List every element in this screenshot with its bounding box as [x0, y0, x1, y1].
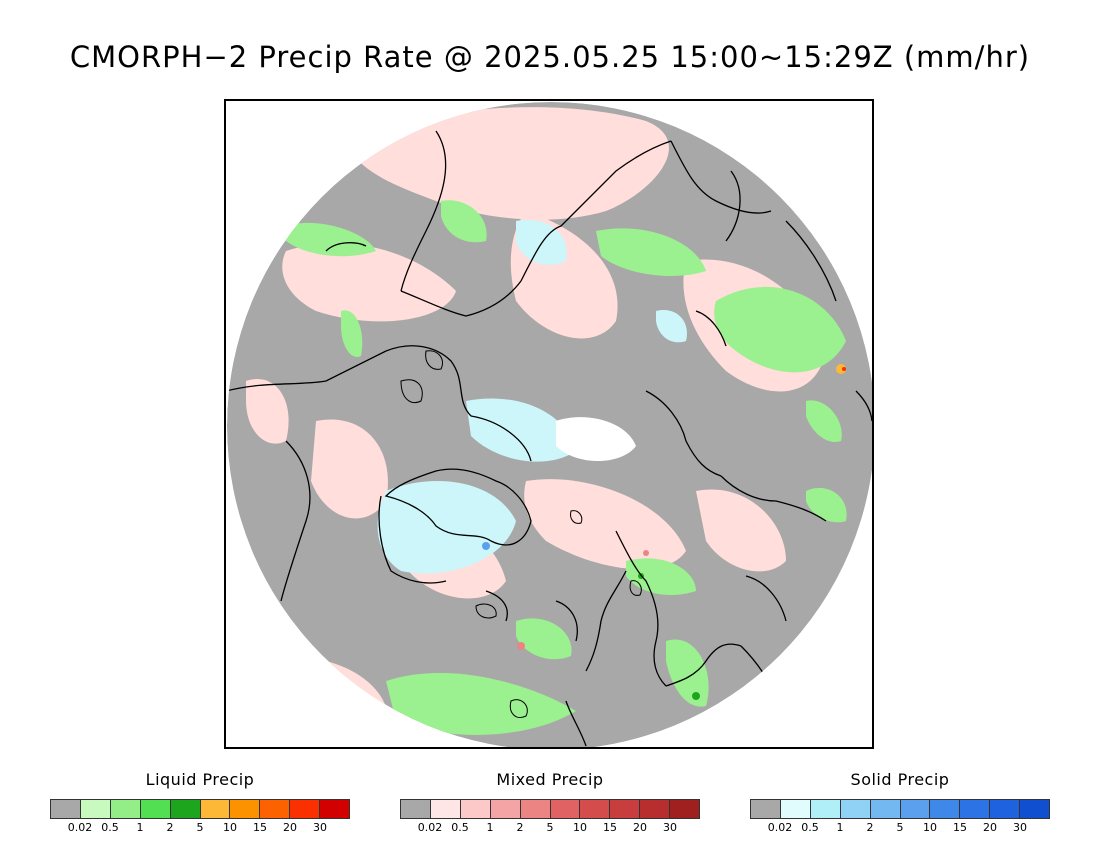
tick-label: 0.02 [767, 821, 793, 834]
tick-label: 1 [486, 821, 494, 834]
color-swatch-9 [1020, 800, 1050, 818]
color-swatch-9 [320, 800, 350, 818]
color-bar [750, 799, 1050, 819]
color-swatch-7 [960, 800, 991, 818]
color-swatch-5 [200, 800, 231, 818]
islands [400, 350, 642, 718]
tick-label: 20 [633, 821, 647, 834]
color-swatch-1 [430, 800, 461, 818]
color-swatch-4 [170, 800, 201, 818]
polar-no-data [556, 417, 636, 461]
legend-mixed: Mixed Precip 0.02 0.5 1 2 5 10 15 20 30 [400, 770, 700, 835]
polar-map [224, 99, 874, 749]
tick-label: 1 [836, 821, 844, 834]
tick-label: 2 [866, 821, 874, 834]
tick-label: 10 [223, 821, 237, 834]
tick-label: 0.5 [451, 821, 469, 834]
color-swatch-2 [810, 800, 841, 818]
tick-label: 15 [603, 821, 617, 834]
color-swatch-1 [80, 800, 111, 818]
color-swatch-7 [260, 800, 291, 818]
coastlines [227, 130, 872, 747]
tick-label: 1 [136, 821, 144, 834]
tick-labels: 0.02 0.5 1 2 5 10 15 20 30 [750, 819, 1050, 835]
color-swatch-0 [51, 800, 81, 818]
color-swatch-6 [580, 800, 611, 818]
tick-label: 0.5 [101, 821, 119, 834]
color-swatch-8 [640, 800, 671, 818]
tick-label: 20 [283, 821, 297, 834]
color-swatch-0 [401, 800, 431, 818]
color-swatch-1 [780, 800, 811, 818]
tick-label: 30 [313, 821, 327, 834]
color-swatch-6 [230, 800, 261, 818]
tick-labels: 0.02 0.5 1 2 5 10 15 20 30 [400, 819, 700, 835]
solid-precip-regions [377, 220, 687, 574]
tick-label: 5 [546, 821, 554, 834]
legend-title: Solid Precip [850, 770, 950, 789]
polar-map-svg [227, 102, 872, 747]
tick-label: 0.5 [801, 821, 819, 834]
tick-label: 30 [1013, 821, 1027, 834]
legend-liquid: Liquid Precip 0.02 0.5 1 2 5 10 15 20 30 [50, 770, 350, 835]
tick-label: 5 [196, 821, 204, 834]
tick-label: 15 [253, 821, 267, 834]
color-swatch-3 [840, 800, 871, 818]
tick-label: 20 [983, 821, 997, 834]
color-swatch-0 [751, 800, 781, 818]
color-swatch-8 [990, 800, 1021, 818]
legend-title: Liquid Precip [145, 770, 255, 789]
color-swatch-4 [520, 800, 551, 818]
tick-label: 10 [923, 821, 937, 834]
color-swatch-4 [870, 800, 901, 818]
color-swatch-2 [110, 800, 141, 818]
tick-label: 30 [663, 821, 677, 834]
heavy-precip-cells [482, 364, 846, 700]
legend-solid: Solid Precip 0.02 0.5 1 2 5 10 15 20 30 [750, 770, 1050, 835]
color-bar [400, 799, 700, 819]
color-swatch-2 [460, 800, 491, 818]
tick-labels: 0.02 0.5 1 2 5 10 15 20 30 [50, 819, 350, 835]
color-swatch-6 [930, 800, 961, 818]
tick-label: 15 [953, 821, 967, 834]
tick-label: 0.02 [67, 821, 93, 834]
tick-label: 5 [896, 821, 904, 834]
color-swatch-8 [290, 800, 321, 818]
legend-title: Mixed Precip [496, 770, 604, 789]
tick-label: 0.02 [417, 821, 443, 834]
color-swatch-3 [140, 800, 171, 818]
color-bar [50, 799, 350, 819]
chart-title: CMORPH−2 Precip Rate @ 2025.05.25 15:00~… [69, 40, 1031, 74]
tick-label: 2 [166, 821, 174, 834]
tick-label: 2 [516, 821, 524, 834]
tick-label: 10 [573, 821, 587, 834]
color-swatch-7 [610, 800, 641, 818]
liquid-precip-regions [286, 200, 847, 735]
color-swatch-9 [670, 800, 700, 818]
color-swatch-5 [900, 800, 931, 818]
color-swatch-3 [490, 800, 521, 818]
color-swatch-5 [550, 800, 581, 818]
